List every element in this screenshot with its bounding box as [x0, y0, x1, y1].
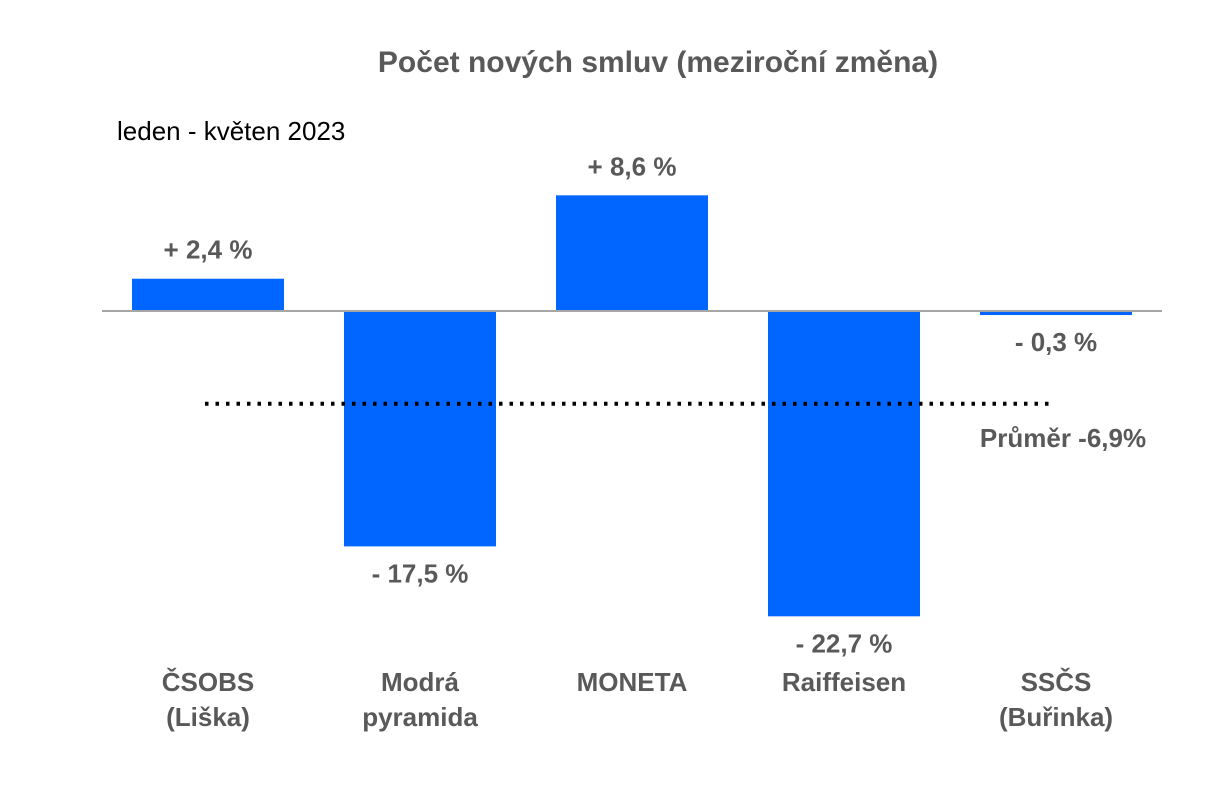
- bar-4: [980, 311, 1132, 316]
- bars-group: [132, 195, 1132, 617]
- chart-title: Počet nových smluv (meziroční změna): [378, 46, 938, 79]
- bar-3: [768, 311, 920, 617]
- category-label-1-1: pyramida: [362, 702, 478, 732]
- data-label-4: - 0,3 %: [1015, 327, 1097, 357]
- chart-subtitle: leden - květen 2023: [117, 116, 345, 146]
- category-labels-group: ČSOBS (Liška) Modrá pyramida MONETA Raiffeise…: [162, 667, 1113, 732]
- data-label-3: - 22,7 %: [796, 628, 893, 658]
- category-label-0-0: ČSOBS: [162, 667, 254, 697]
- data-label-1: - 17,5 %: [372, 558, 469, 588]
- average-label: Průměr -6,9%: [980, 423, 1146, 453]
- category-label-1-0: Modrá: [381, 667, 460, 697]
- data-labels-group: + 2,4 % - 17,5 % + 8,6 % - 22,7 % - 0,3 %: [164, 151, 1098, 658]
- bar-1: [344, 311, 496, 547]
- category-label-0-1: (Liška): [166, 702, 250, 732]
- category-label-3-0: Raiffeisen: [782, 667, 906, 697]
- bar-0: [132, 278, 284, 311]
- bar-2: [556, 195, 708, 311]
- data-label-2: + 8,6 %: [588, 151, 677, 181]
- category-label-2-0: MONETA: [577, 667, 688, 697]
- data-label-0: + 2,4 %: [164, 235, 253, 265]
- category-label-4-1: (Buřinka): [999, 702, 1113, 732]
- category-label-4-0: SSČS: [1021, 667, 1092, 697]
